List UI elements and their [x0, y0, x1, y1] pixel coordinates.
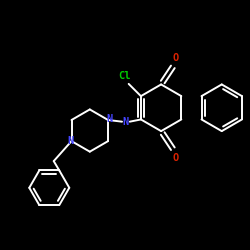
Text: O: O — [172, 53, 179, 63]
Text: N: N — [122, 117, 128, 127]
Text: Cl: Cl — [118, 71, 130, 81]
Text: O: O — [172, 153, 179, 163]
Text: N: N — [106, 114, 112, 124]
Text: N: N — [67, 136, 73, 146]
